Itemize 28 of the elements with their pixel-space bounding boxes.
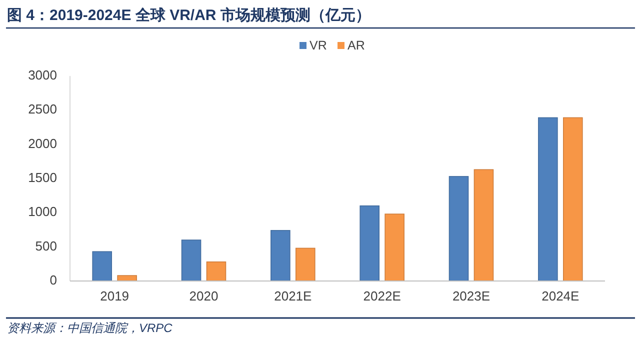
x-tick-label: 2024E	[542, 288, 580, 304]
x-tick-label: 2021E	[274, 288, 312, 304]
legend-label: VR	[310, 38, 327, 52]
bar	[563, 117, 583, 282]
bar	[538, 117, 558, 282]
x-tick-label: 2019	[100, 288, 130, 304]
text: 资料来源：中国信通院，VRPC	[7, 321, 173, 335]
x-tick-label: 2022E	[363, 288, 402, 304]
legend-label: AR	[348, 38, 365, 52]
bar	[206, 261, 226, 282]
y-tick-label: 500	[35, 238, 57, 254]
y-tick-label: 0	[50, 272, 57, 288]
bar	[270, 230, 290, 282]
bar	[448, 176, 469, 282]
x-tick-label: 2023E	[452, 288, 490, 304]
x-tick-label: 2020	[189, 288, 218, 304]
bar	[92, 251, 112, 282]
y-tick-label: 2000	[28, 136, 57, 151]
bar	[474, 169, 494, 282]
y-tick-label: 1000	[28, 204, 57, 220]
y-tick-label: 1500	[28, 170, 57, 185]
bar	[296, 248, 316, 282]
y-tick-label: 3000	[28, 67, 57, 82]
bar	[360, 205, 380, 282]
bar	[384, 214, 404, 282]
chart-title: 图 4：2019-2024E 全球 VR/AR 市场规模预测（亿元）	[7, 6, 370, 24]
y-tick-label: 2500	[28, 102, 57, 117]
bar	[181, 240, 202, 282]
